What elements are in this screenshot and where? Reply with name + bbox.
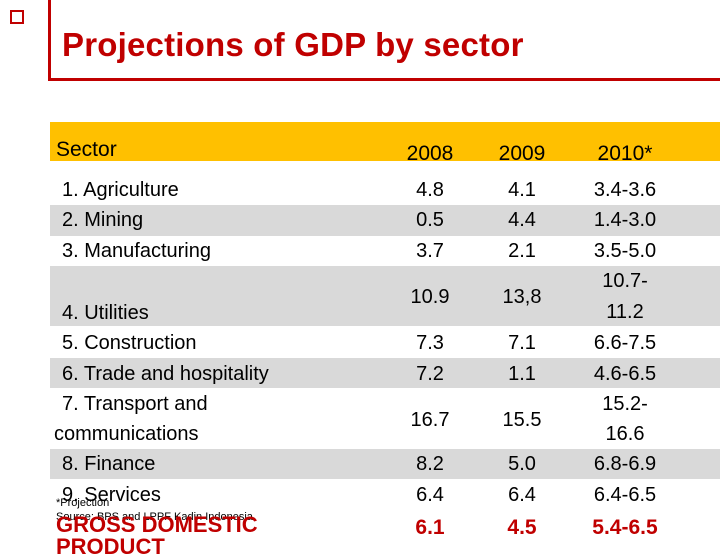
table-cell: 10.9 [410,286,450,308]
table-cell: 4.6-6.5 [593,363,657,385]
table-cell: 5.0 [508,453,536,475]
table-cell: 7.1 [508,332,536,354]
title-accent-line [48,0,51,80]
table-row-label: 7. Transport and [62,393,208,415]
table-cell: 6.8-6.9 [593,453,657,475]
table-cell: 6.4 [416,484,444,506]
table-cell: 4.1 [508,179,536,201]
table-cell: 4.8 [416,179,444,201]
table-cell: 10.7- [602,270,648,292]
total-row-label: GROSS DOMESTIC PRODUCT [56,512,258,559]
table-cell: 6.4-6.5 [593,484,657,506]
table-cell: 16.6 [605,423,645,445]
table-cell: 7.2 [416,363,444,385]
table-row-label: 5. Construction [62,332,197,354]
header-sector: Sector [56,138,117,161]
row-band [50,266,720,326]
total-cell: 4.5 [507,516,537,539]
table-cell: 3.7 [416,240,444,262]
page-title: Projections of GDP by sector [62,26,524,63]
total-cell: 6.1 [415,516,445,539]
table-row-label: 2. Mining [62,209,144,231]
row-band [50,358,720,388]
table-cell: 3.5-5.0 [593,240,657,262]
table-row-label: 1. Agriculture [62,179,179,201]
table-cell: 15.2- [602,393,648,415]
table-cell: 3.4-3.6 [593,179,657,201]
table-cell: 8.2 [416,453,444,475]
table-cell: 1.4-3.0 [593,209,657,231]
table-row-label: 3. Manufacturing [62,240,211,262]
table-row-label: 6. Trade and hospitality [62,363,269,385]
table-row-label: 8. Finance [62,453,156,475]
total-cell: 5.4-6.5 [592,516,658,539]
table-cell: 1.1 [508,363,536,385]
footnote-source: Source: BPS and LPPF Kadin Indonesia. [56,511,256,523]
row-band [50,449,720,479]
table-cell: 2.1 [508,240,536,262]
table-cell: 13,8 [502,286,542,308]
footnote-projection: *Projection [56,497,110,509]
header-2008: 2008 [406,142,454,165]
row-band [50,205,720,236]
table-cell: 6.6-7.5 [593,332,657,354]
table-cell: 4.4 [508,209,536,231]
title-underline [48,78,720,81]
header-2009: 2009 [498,142,546,165]
header-2010: 2010* [597,142,653,165]
table-row-label: 4. Utilities [62,302,149,324]
square-bullet-icon [10,10,24,24]
table-row-label: 9. Services [62,484,161,506]
table-cell: 7.3 [416,332,444,354]
table-cell: 16.7 [410,409,450,431]
table-cell: 0.5 [416,209,444,231]
table-row-label: communications [54,423,199,445]
table-cell: 15.5 [502,409,542,431]
table-header-band [50,122,720,161]
table-cell: 11.2 [606,301,644,323]
table-cell: 6.4 [508,484,536,506]
